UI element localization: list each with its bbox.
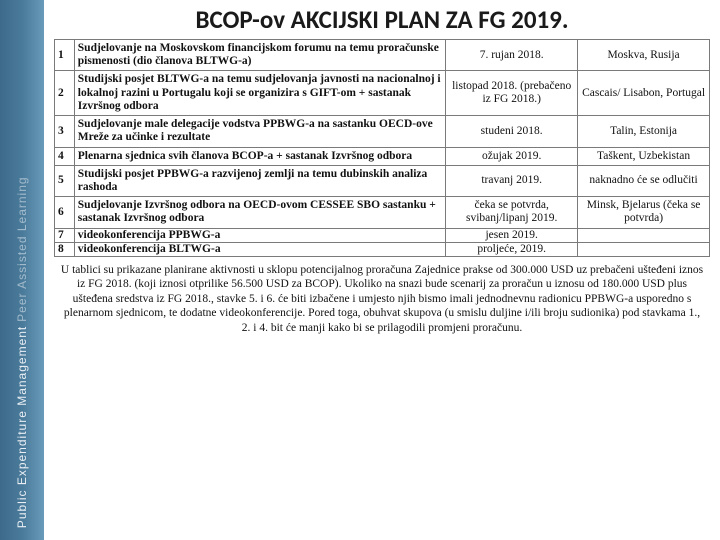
row-description: Studijski posjet PPBWG-a razvijenoj zeml… — [74, 165, 445, 196]
row-location: Talin, Estonija — [578, 116, 710, 147]
row-description: Studijski posjet BLTWG-a na temu sudjelo… — [74, 71, 445, 116]
table-row: 5Studijski posjet PPBWG-a razvijenoj zem… — [55, 165, 710, 196]
sidebar-text-sub: Peer Assisted Learning — [15, 176, 29, 326]
row-location — [578, 228, 710, 242]
row-date: ožujak 2019. — [446, 147, 578, 165]
row-description: Plenarna sjednica svih članova BCOP-a + … — [74, 147, 445, 165]
row-description: videokonferencija BLTWG-a — [74, 242, 445, 256]
table-row: 6Sudjelovanje Izvršnog odbora na OECD-ov… — [55, 197, 710, 228]
sidebar-brand-strip: Public Expenditure Management Peer Assis… — [0, 0, 44, 540]
row-number: 7 — [55, 228, 75, 242]
row-description: Sudjelovanje Izvršnog odbora na OECD-ovo… — [74, 197, 445, 228]
table-row: 3Sudjelovanje male delegacije vodstva PP… — [55, 116, 710, 147]
table-row: 4Plenarna sjednica svih članova BCOP-a +… — [55, 147, 710, 165]
table-row: 2Studijski posjet BLTWG-a na temu sudjel… — [55, 71, 710, 116]
table-row: 1Sudjelovanje na Moskovskom financijskom… — [55, 40, 710, 71]
row-location: Minsk, Bjelarus (čeka se potvrda) — [578, 197, 710, 228]
row-date: čeka se potvrda, svibanj/lipanj 2019. — [446, 197, 578, 228]
row-location: Taškent, Uzbekistan — [578, 147, 710, 165]
row-location: Cascais/ Lisabon, Portugal — [578, 71, 710, 116]
footnote-text: U tablici su prikazane planirane aktivno… — [54, 263, 710, 335]
row-location: Moskva, Rusija — [578, 40, 710, 71]
row-location — [578, 242, 710, 256]
row-date: 7. rujan 2018. — [446, 40, 578, 71]
page-title: BCOP-ov AKCIJSKI PLAN ZA FG 2019. — [54, 4, 710, 35]
main-content: BCOP-ov AKCIJSKI PLAN ZA FG 2019. 1Sudje… — [44, 0, 720, 540]
sidebar-brand-text: Public Expenditure Management Peer Assis… — [15, 176, 29, 528]
row-number: 4 — [55, 147, 75, 165]
row-location: naknadno će se odlučiti — [578, 165, 710, 196]
table-row: 7videokonferencija PPBWG-ajesen 2019. — [55, 228, 710, 242]
row-date: studeni 2018. — [446, 116, 578, 147]
row-number: 5 — [55, 165, 75, 196]
row-number: 2 — [55, 71, 75, 116]
row-number: 8 — [55, 242, 75, 256]
row-number: 6 — [55, 197, 75, 228]
row-date: jesen 2019. — [446, 228, 578, 242]
row-description: Sudjelovanje na Moskovskom financijskom … — [74, 40, 445, 71]
row-description: Sudjelovanje male delegacije vodstva PPB… — [74, 116, 445, 147]
row-number: 3 — [55, 116, 75, 147]
row-date: proljeće, 2019. — [446, 242, 578, 256]
row-date: travanj 2019. — [446, 165, 578, 196]
table-row: 8videokonferencija BLTWG-aproljeće, 2019… — [55, 242, 710, 256]
sidebar-text-main: Public Expenditure Management — [15, 326, 29, 528]
row-description: videokonferencija PPBWG-a — [74, 228, 445, 242]
row-number: 1 — [55, 40, 75, 71]
action-plan-table: 1Sudjelovanje na Moskovskom financijskom… — [54, 39, 710, 257]
row-date: listopad 2018. (prebačeno iz FG 2018.) — [446, 71, 578, 116]
